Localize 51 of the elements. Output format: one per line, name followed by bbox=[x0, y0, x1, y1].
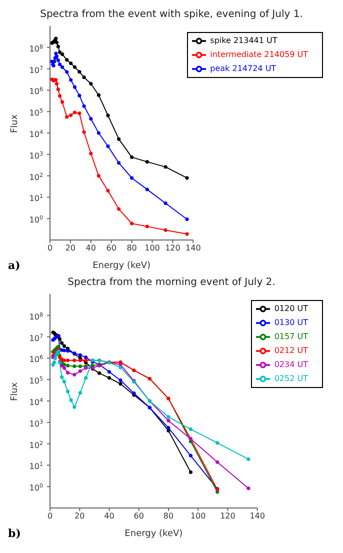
legend-label: 0120 UT bbox=[274, 304, 308, 314]
y-tick-label: 10$^{7}$ bbox=[29, 64, 44, 75]
y-tick-label: 10$^{5}$ bbox=[29, 108, 44, 118]
y-tick-label: 10$^{5}$ bbox=[29, 376, 44, 386]
y-tick-label: 10$^{7}$ bbox=[29, 332, 44, 343]
x-tick-label: 20 bbox=[74, 512, 85, 521]
y-tick-label: 10$^{1}$ bbox=[29, 461, 44, 472]
legend-label: 0234 UT bbox=[274, 360, 308, 370]
y-tick-label: 10$^{1}$ bbox=[29, 193, 44, 204]
legend-label: 0252 UT bbox=[274, 374, 308, 384]
y-tick-label: 10$^{6}$ bbox=[29, 86, 44, 96]
legend-label: 0212 UT bbox=[274, 346, 308, 356]
y-tick-label: 10$^{6}$ bbox=[29, 354, 44, 364]
x-tick-label: 80 bbox=[163, 512, 174, 521]
x-tick-label: 80 bbox=[126, 244, 137, 253]
text: b) bbox=[8, 527, 21, 540]
legend-label: spike 213441 UT bbox=[210, 36, 278, 46]
x-tick-label: 100 bbox=[144, 244, 160, 253]
x-axis-title: Energy (keV) bbox=[124, 529, 183, 539]
y-tick-label: 10$^{0}$ bbox=[29, 482, 44, 493]
x-tick-label: 40 bbox=[86, 244, 96, 253]
y-tick-label: 10$^{0}$ bbox=[29, 214, 44, 225]
x-tick-label: 100 bbox=[190, 512, 206, 521]
y-axis-title: Flux bbox=[10, 382, 20, 401]
x-tick-label: 40 bbox=[104, 512, 114, 521]
x-tick-label: 140 bbox=[186, 244, 201, 253]
y-tick-label: 10$^{2}$ bbox=[29, 440, 43, 450]
chart-title: Spectra from the morning event of July 2. bbox=[66, 276, 276, 290]
y-tick-label: 10$^{3}$ bbox=[29, 418, 44, 428]
text: a) bbox=[8, 259, 20, 272]
x-tick-label: 0 bbox=[47, 244, 53, 253]
y-axis-title: Flux bbox=[10, 114, 20, 133]
legend-label: 0130 UT bbox=[274, 318, 308, 328]
y-tick-label: 10$^{2}$ bbox=[29, 172, 43, 182]
x-axis-title: Energy (keV) bbox=[92, 261, 151, 271]
x-tick-label: 140 bbox=[250, 512, 265, 521]
y-tick-label: 10$^{4}$ bbox=[29, 397, 44, 407]
y-tick-label: 10$^{8}$ bbox=[29, 311, 44, 322]
x-tick-label: 60 bbox=[106, 244, 116, 253]
x-tick-label: 60 bbox=[134, 512, 144, 521]
legend-label: intermediate 214059 UT bbox=[210, 50, 308, 60]
y-tick-label: 10$^{3}$ bbox=[29, 150, 44, 160]
x-tick-label: 0 bbox=[47, 512, 53, 521]
y-tick-label: 10$^{4}$ bbox=[29, 129, 44, 139]
y-tick-label: 10$^{8}$ bbox=[29, 43, 44, 54]
chart-title: Spectra from the event with spike, evening of July 1. bbox=[39, 8, 304, 22]
x-tick-label: 120 bbox=[220, 512, 236, 521]
legend-label: peak 214724 UT bbox=[210, 64, 276, 74]
legend-label: 0157 UT bbox=[274, 332, 308, 342]
x-tick-label: 20 bbox=[65, 244, 76, 253]
x-tick-label: 120 bbox=[165, 244, 180, 253]
